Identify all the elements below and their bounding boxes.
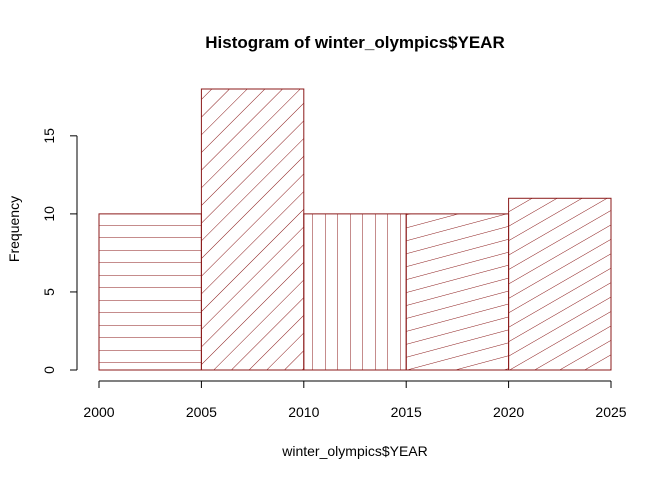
y-tick-label: 5 <box>41 288 57 296</box>
y-axis: 0 5 10 15 <box>41 128 78 374</box>
bars-layer <box>98 88 612 371</box>
x-tick-label: 2020 <box>493 404 524 420</box>
y-tick-label: 15 <box>41 128 57 144</box>
histogram-bar <box>303 213 407 371</box>
histogram-bar <box>405 213 510 371</box>
histogram-bar <box>98 213 202 371</box>
y-tick-label: 10 <box>41 206 57 222</box>
x-axis-label: winter_olympics$YEAR <box>281 443 428 459</box>
x-tick-label: 2015 <box>391 404 422 420</box>
x-tick-label: 2010 <box>288 404 319 420</box>
histogram-bar <box>508 197 612 371</box>
y-tick-label: 0 <box>41 366 57 374</box>
chart-title: Histogram of winter_olympics$YEAR <box>205 33 504 52</box>
histogram-bar <box>200 88 305 371</box>
y-axis-label: Frequency <box>6 196 22 262</box>
x-tick-label: 2025 <box>595 404 626 420</box>
x-tick-label: 2000 <box>83 404 114 420</box>
x-tick-label: 2005 <box>186 404 217 420</box>
x-axis: 2000 2005 2010 2015 2020 2025 <box>83 380 627 420</box>
